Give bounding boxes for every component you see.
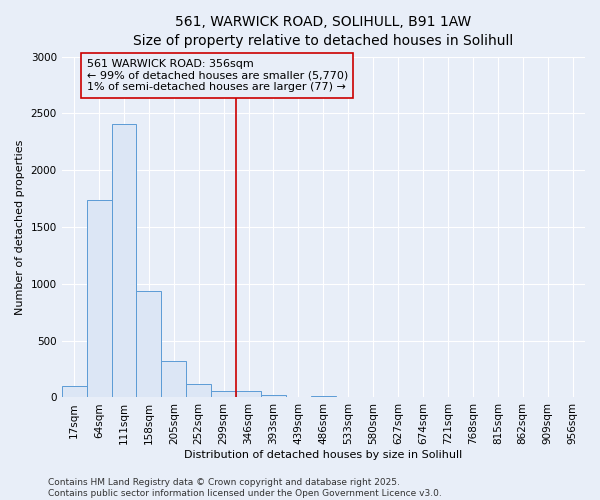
- Bar: [261, 395, 286, 398]
- Text: 561 WARWICK ROAD: 356sqm
← 99% of detached houses are smaller (5,770)
1% of semi: 561 WARWICK ROAD: 356sqm ← 99% of detach…: [86, 59, 348, 92]
- Bar: [86, 200, 112, 398]
- Text: Contains HM Land Registry data © Crown copyright and database right 2025.
Contai: Contains HM Land Registry data © Crown c…: [48, 478, 442, 498]
- Bar: [311, 396, 336, 398]
- Bar: [62, 386, 86, 398]
- X-axis label: Distribution of detached houses by size in Solihull: Distribution of detached houses by size …: [184, 450, 463, 460]
- Bar: [112, 124, 136, 398]
- Bar: [211, 390, 236, 398]
- Bar: [186, 384, 211, 398]
- Y-axis label: Number of detached properties: Number of detached properties: [15, 140, 25, 314]
- Bar: [161, 361, 186, 398]
- Title: 561, WARWICK ROAD, SOLIHULL, B91 1AW
Size of property relative to detached house: 561, WARWICK ROAD, SOLIHULL, B91 1AW Siz…: [133, 15, 514, 48]
- Bar: [236, 390, 261, 398]
- Bar: [136, 290, 161, 398]
